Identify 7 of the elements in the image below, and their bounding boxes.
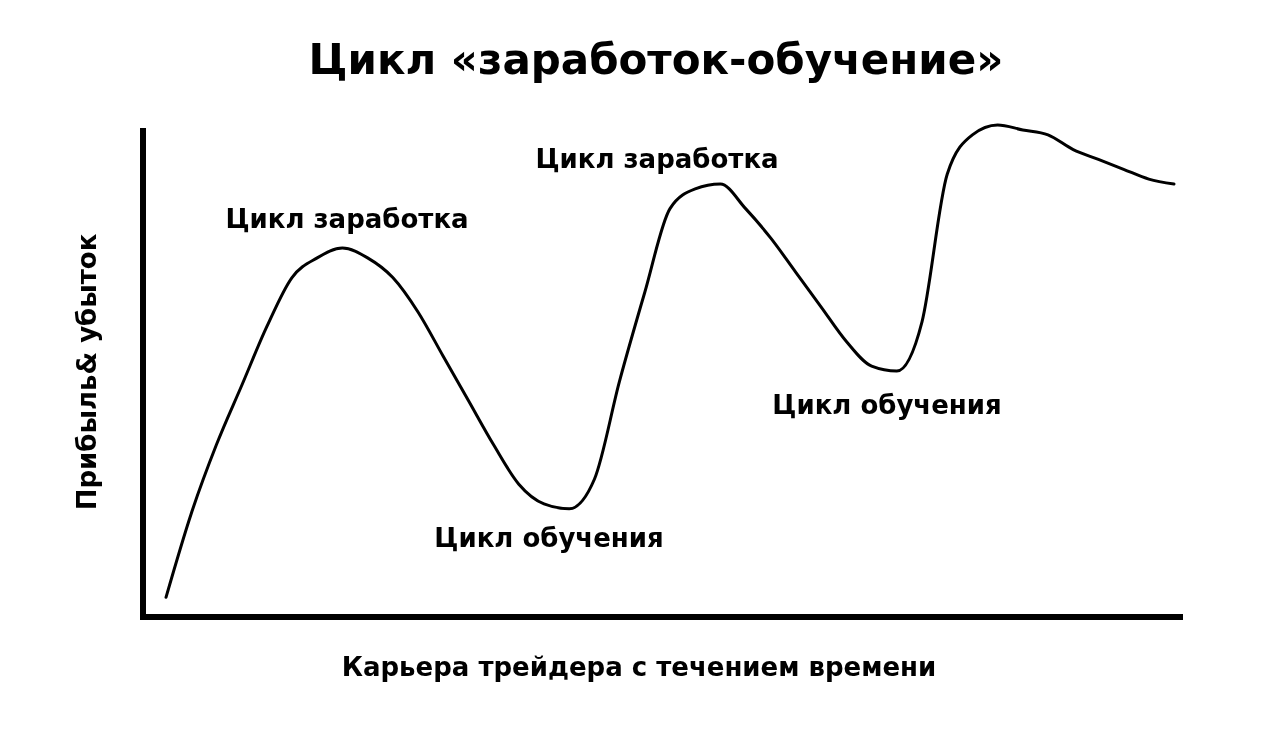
annotation: Цикл обучения (772, 390, 1002, 420)
x-axis-title: Карьера трейдера с течением времени (341, 652, 937, 682)
annotation: Цикл обучения (434, 523, 664, 553)
chart-title: Цикл «заработок-обучение» (308, 35, 1004, 84)
annotation: Цикл заработка (535, 144, 779, 174)
y-axis-title: Прибыль& убыток (72, 233, 102, 511)
annotation: Цикл заработка (225, 204, 469, 234)
